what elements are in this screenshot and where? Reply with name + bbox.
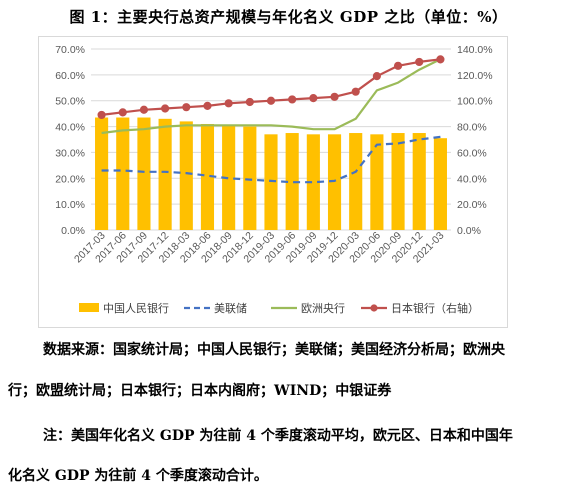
point-boj [266, 96, 276, 105]
point-boj [245, 97, 254, 107]
right-axis-tick-label: 120.0% [457, 70, 493, 82]
bar-pboc [200, 123, 215, 230]
bar-pboc [349, 133, 363, 230]
bar-pboc [370, 134, 384, 230]
bar-pboc [179, 121, 193, 230]
line-ecb [101, 58, 441, 135]
bar-pboc [95, 117, 109, 230]
point-boj [415, 57, 424, 67]
legend-boj-label: 日本银行（右轴） [391, 301, 479, 315]
bar-pboc [158, 118, 172, 230]
right-axis-tick-label: 40.0% [457, 173, 487, 185]
chart-frame: 0.0% 10.0% 20.0% 30.0% 40.0% 50.0% 60.0% 70.0% 0… [38, 36, 508, 328]
point-boj [288, 95, 297, 104]
left-axis-tick-label: 10.0% [55, 199, 85, 211]
bar-pboc [391, 133, 405, 230]
bar-pboc [412, 133, 426, 230]
point-boj [372, 72, 381, 81]
point-boj [161, 104, 170, 113]
point-boj [224, 99, 233, 108]
right-axis-tick-label: 0.0% [457, 225, 481, 237]
left-axis-tick-label: 50.0% [55, 96, 85, 108]
combo-chart: 0.0% 10.0% 20.0% 30.0% 40.0% 50.0% 60.0% 70.0% 0… [55, 44, 493, 315]
source-text-line-1: 数据来源：国家统计局；中国人民银行；美联储；美国经济分析局；欧洲央 [43, 342, 505, 358]
bar-pboc [327, 134, 342, 230]
right-axis-tick-label: 100.0% [457, 96, 493, 108]
left-axis-tick-label: 20.0% [55, 173, 85, 185]
point-boj [203, 101, 212, 110]
left-axis-tick-label: 60.0% [55, 70, 85, 82]
source-text-line-2: 行；欧盟统计局；日本银行；日本内阁府；WIND；中银证券 [8, 383, 392, 399]
line-fed [101, 135, 441, 184]
bar-pboc [285, 133, 299, 230]
left-axis-tick-label: 0.0% [61, 225, 85, 237]
legend-pboc-swatch [79, 303, 99, 312]
right-axis-tick-label: 20.0% [457, 199, 487, 211]
point-boj [309, 94, 318, 103]
point-boj [436, 55, 445, 64]
right-axis-tick-label: 140.0% [457, 44, 493, 56]
figure-title: 图 1：主要央行总资产规模与年化名义 GDP 之比（单位：%） [69, 8, 508, 26]
note-text-line-2: 化名义 GDP 为往前 4 个季度滚动合计。 [8, 468, 268, 484]
left-axis-tick-label: 30.0% [55, 147, 85, 159]
point-boj [139, 105, 149, 114]
legend-boj-marker [370, 304, 378, 312]
bar-pboc [116, 117, 130, 230]
point-boj [182, 103, 191, 112]
point-boj [330, 92, 339, 101]
note-text-line-1: 注：美国年化名义 GDP 为往前 4 个季度滚动平均，欧元区、日本和中国年 [43, 428, 513, 444]
bar-pboc [306, 134, 320, 230]
point-boj [118, 108, 127, 117]
bar-pboc [264, 134, 278, 230]
bar-pboc [222, 125, 236, 230]
point-boj [351, 87, 360, 96]
left-axis-tick-label: 40.0% [55, 122, 85, 134]
right-axis-tick-label: 60.0% [457, 147, 487, 159]
point-boj [97, 110, 106, 120]
point-boj [393, 61, 403, 70]
bar-pboc [137, 117, 151, 230]
bar-pboc [433, 138, 447, 230]
legend-fed-label: 美联储 [214, 301, 247, 315]
legend-pboc-label: 中国人民银行 [103, 301, 169, 315]
left-axis-tick-label: 70.0% [55, 44, 85, 56]
bar-pboc [243, 126, 257, 230]
line-boj [101, 58, 441, 116]
legend-ecb-label: 欧洲央行 [301, 302, 345, 315]
right-axis-tick-label: 80.0% [457, 122, 487, 134]
